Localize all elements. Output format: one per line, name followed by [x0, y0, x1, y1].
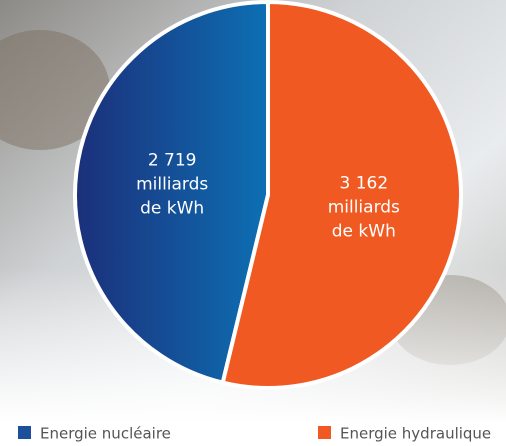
legend-label: Energie hydraulique	[340, 425, 491, 443]
data-label: milliards	[136, 175, 208, 195]
data-label: milliards	[328, 197, 400, 217]
data-label: 3 162	[339, 173, 388, 193]
legend-label: Energie nucléaire	[40, 425, 171, 443]
data-label: 2 719	[148, 151, 197, 171]
data-label: de kWh	[140, 199, 204, 219]
data-label: de kWh	[332, 221, 396, 241]
legend-swatch	[18, 426, 31, 439]
chart: 2 719 milliards de kWh 3 162 milliards de kWh…	[0, 0, 506, 446]
pie: 2 719 milliards de kWh 3 162 milliards de kWh	[75, 2, 461, 388]
legend-swatch	[318, 426, 331, 439]
